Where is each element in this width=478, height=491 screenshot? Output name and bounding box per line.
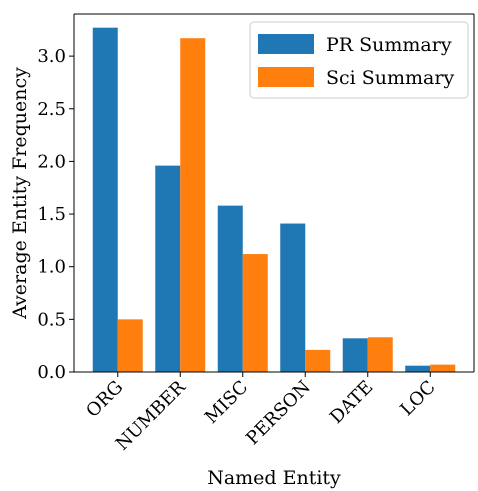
x-tick-label: MISC [201,377,252,428]
bar-misc-sci-summary [242,254,268,372]
bar-date-sci-summary [367,337,393,372]
y-tick-label: 0.5 [37,309,66,330]
bar-loc-sci-summary [430,364,456,372]
y-tick-label: 1.5 [37,204,66,225]
legend-swatch [258,34,314,54]
axes-group [73,13,475,373]
bar-number-sci-summary [180,38,206,372]
bar-loc-pr-summary [405,365,431,372]
bar-person-sci-summary [305,349,331,372]
legend: PR Summary Sci Summary [249,21,469,99]
x-tick-label: ORG [82,377,127,422]
x-tick-label: PERSON [242,377,315,450]
bar-org-pr-summary [92,27,118,373]
y-tick-label: 3.0 [37,46,66,67]
legend-label: PR Summary [326,34,452,56]
y-tick-label: 0.0 [37,362,66,383]
bar-person-pr-summary [280,223,306,372]
y-tick-label: 2.5 [37,99,66,120]
x-tick-label: DATE [326,377,377,428]
bar-org-sci-summary [117,319,143,372]
y-ticks-group: 0.0 0.5 1.0 1.5 2.0 2.5 3.0 [37,46,74,383]
bar-misc-pr-summary [217,205,243,372]
bar-number-pr-summary [155,165,181,372]
bar-date-pr-summary [342,338,368,372]
y-axis-label: Average Entity Frequency [9,67,31,320]
legend-swatch [258,67,314,87]
legend-label: Sci Summary [326,67,454,89]
y-tick-label: 1.0 [37,257,66,278]
x-tick-label: LOC [396,377,439,420]
x-axis-label: Named Entity [207,467,341,489]
bars-group [92,27,456,373]
y-tick-label: 2.0 [37,151,66,172]
